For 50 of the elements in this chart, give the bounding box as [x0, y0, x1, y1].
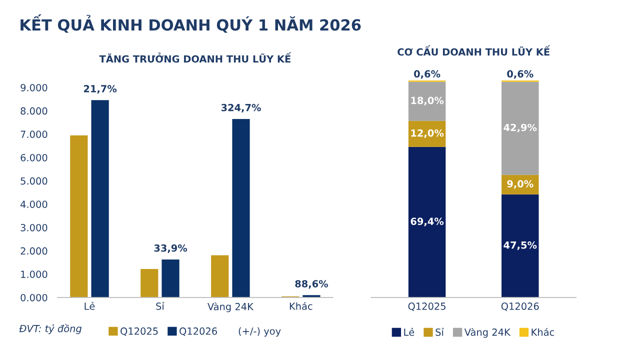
x-tick-label: Q12025: [408, 302, 446, 311]
y-tick-label: 9.000: [20, 84, 48, 92]
legend-title: (+/-) yoy: [238, 327, 281, 337]
y-tick-label: 1.000: [21, 270, 48, 278]
y-tick-label: 3.000: [20, 224, 48, 232]
legend-label: Q12026: [180, 327, 217, 336]
data-label: 42,9%: [504, 124, 537, 132]
y-tick-label: 8.000: [20, 107, 48, 115]
bar: [502, 82, 539, 175]
annotation: 324,7%: [221, 104, 261, 113]
legend-label: Lẻ: [404, 328, 414, 336]
text: ĐVT: tỷ đồng: [19, 324, 82, 334]
legend-label: Khác: [532, 328, 554, 336]
bar: [91, 100, 109, 298]
bar: [408, 120, 446, 147]
bar: [408, 146, 446, 298]
x-tick-label: Khác: [290, 302, 312, 310]
bar: [162, 259, 180, 298]
annotation: 33,9%: [154, 244, 188, 253]
chart-title: TĂNG TRƯỞNG DOANH THU LŨY KẾ: [99, 52, 292, 63]
legend-label: Vàng 24K: [464, 328, 511, 338]
data-label: 0,6%: [414, 70, 440, 79]
y-tick-label: 5.000: [20, 177, 48, 185]
x-tick-label: Lẻ: [84, 302, 95, 310]
y-tick-label: 4.000: [20, 200, 48, 208]
bar: [408, 82, 446, 121]
legend-label: Q12025: [120, 327, 158, 336]
bar: [211, 255, 229, 298]
annotation: 21,7%: [84, 85, 117, 94]
bar: [140, 269, 158, 298]
data-label: 0,6%: [507, 70, 534, 79]
data-label: 69,4%: [410, 218, 444, 226]
y-tick-label: 7.000: [20, 130, 48, 138]
chart-title: CƠ CẤU DOANH THU LŨY KẾ: [398, 45, 550, 56]
x-tick-label: Sỉ: [156, 302, 164, 310]
bar: [232, 119, 250, 298]
data-label: 47,5%: [504, 241, 537, 250]
legend-label: Sỉ: [436, 328, 444, 336]
annotation: 88,6%: [295, 280, 328, 289]
y-tick-label: 6.000: [20, 154, 48, 162]
y-tick-label: 2.000: [20, 247, 48, 255]
bar: [502, 194, 539, 298]
data-label: 9,0%: [507, 180, 534, 189]
x-tick-label: Vàng 24K: [208, 302, 254, 312]
data-label: 12,0%: [411, 129, 444, 138]
text: KẾT QUẢ KINH DOANH QUÝ 1 NĂM 2026: [20, 14, 361, 33]
x-tick-label: Q12026: [501, 302, 539, 311]
y-tick-label: 0.000: [20, 294, 48, 302]
data-label: 18,0%: [411, 96, 444, 106]
bar: [70, 135, 88, 298]
